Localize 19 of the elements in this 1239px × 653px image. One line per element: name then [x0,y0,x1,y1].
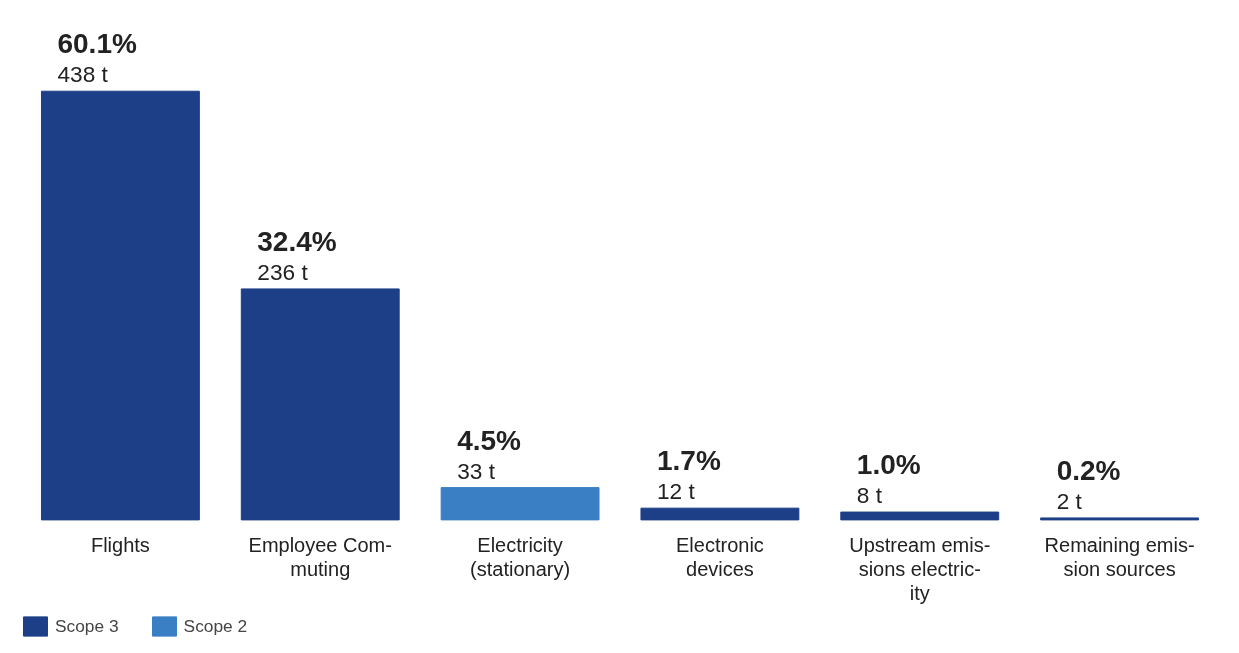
bar [240,288,400,521]
bar [640,507,800,521]
text: 0.2% 2 t [1056,454,1121,514]
text: 1.0% 8 t [856,449,921,509]
x-tick-label: Upstream emis- sions electric- ity [849,533,991,605]
x-tick-label: Remaining emis- sion sources [1044,533,1195,581]
text: 1.7% 12 t [656,445,721,505]
text: 32.4% 236 t [257,225,337,285]
x-tick-label: Flights [90,533,150,556]
x-tick-label: Electronic devices [676,533,764,581]
bar [40,90,200,521]
x-tick-label: Electricity (stationary) [470,533,571,581]
x-tick-label: Employee Com- muting [248,533,392,581]
legend-label: Scope 2 [183,615,248,637]
legend-label: Scope 3 [55,615,119,637]
data-label: 4.5% 33 t [457,424,522,484]
text: 60.1% 438 t [57,28,137,88]
bar [840,511,1000,521]
bar [440,487,600,521]
